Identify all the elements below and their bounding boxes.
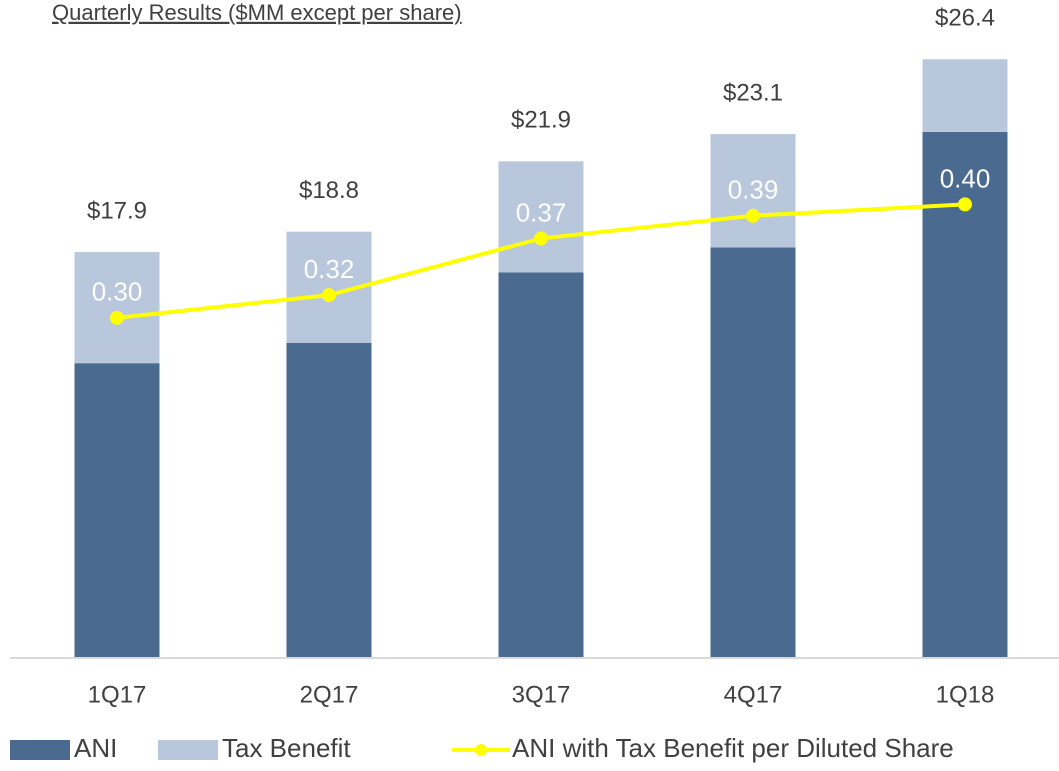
x-tick-label: 1Q17 [88,681,147,708]
total-label: $21.9 [511,107,571,134]
line-marker [110,310,124,325]
legend-swatch [10,740,70,760]
bar-segment [286,342,372,658]
legend-swatch [158,740,218,760]
x-tick-label: 4Q17 [724,681,783,708]
bar-segment [498,161,584,273]
total-label: $26.4 [935,5,995,32]
line-value-label: 0.30 [92,277,143,307]
chart-title: Quarterly Results ($MM except per share) [52,0,462,25]
total-label: $17.9 [87,197,147,224]
bar-segment [922,59,1008,132]
x-tick-label: 3Q17 [512,681,571,708]
x-tick-label: 1Q18 [936,681,995,708]
legend-label: ANI [74,733,117,763]
bar-segment [498,272,584,658]
line-marker [322,288,336,303]
line-value-label: 0.40 [940,163,991,193]
line-value-label: 0.39 [728,175,779,205]
bar-segment [710,247,796,658]
total-label: $18.8 [299,177,359,204]
line-value-label: 0.37 [516,197,567,227]
total-label: $23.1 [723,79,783,106]
line-marker [534,231,548,246]
bar-segment [710,134,796,248]
line-marker [746,208,760,223]
line-marker [958,197,972,212]
legend-swatch [475,744,487,756]
legend-label: Tax Benefit [222,733,351,763]
bar-segment [74,252,160,364]
bar-segment [922,131,1008,658]
line-value-label: 0.32 [304,254,355,284]
x-tick-label: 2Q17 [300,681,359,708]
bar-segment [74,363,160,658]
legend-label: ANI with Tax Benefit per Diluted Share [512,733,954,763]
